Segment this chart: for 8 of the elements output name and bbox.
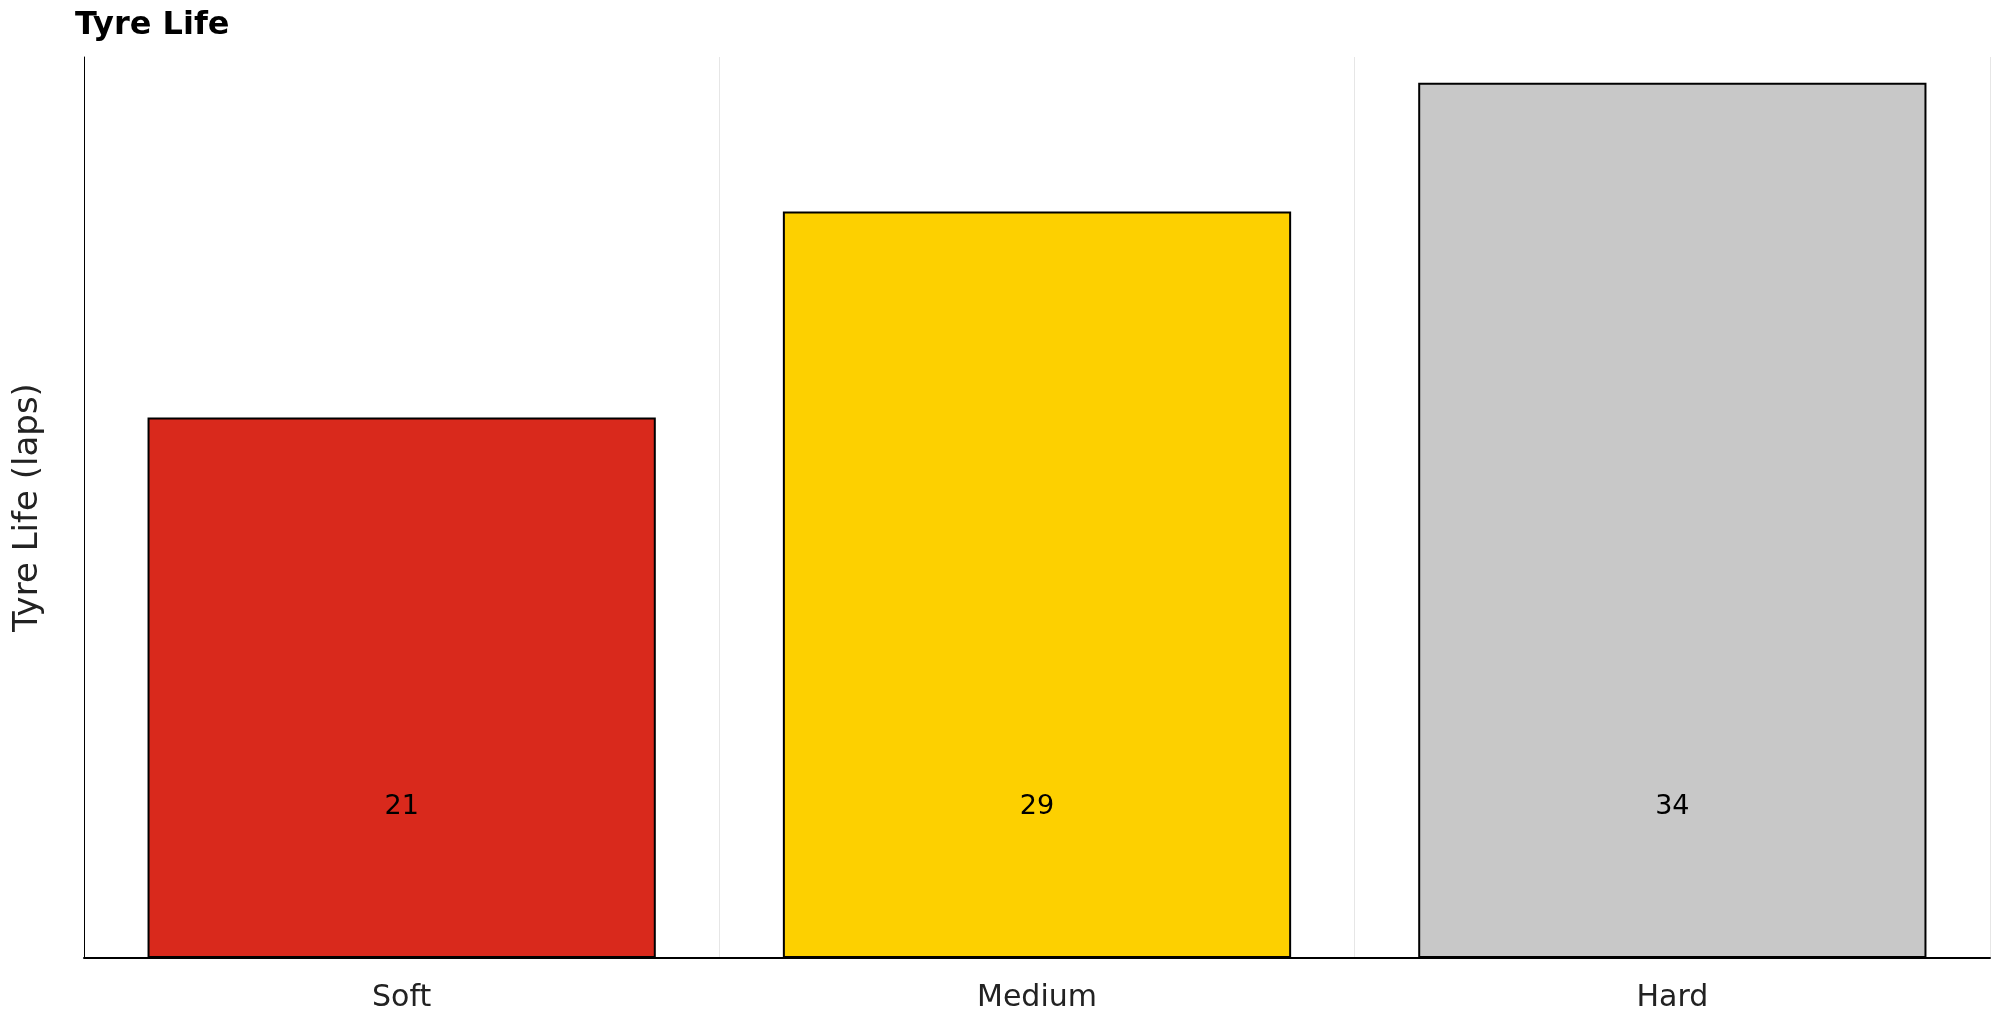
x-tick-label: Medium [977, 977, 1097, 1013]
x-tick-label: Soft [372, 977, 432, 1013]
y-axis-title: Tyre Life (laps) [5, 383, 45, 633]
data-label: 29 [1019, 789, 1055, 820]
chart-title: Tyre Life [75, 4, 230, 42]
data-label: 21 [384, 789, 419, 820]
data-label: 34 [1655, 789, 1690, 820]
x-tick-label: Hard [1636, 977, 1709, 1013]
